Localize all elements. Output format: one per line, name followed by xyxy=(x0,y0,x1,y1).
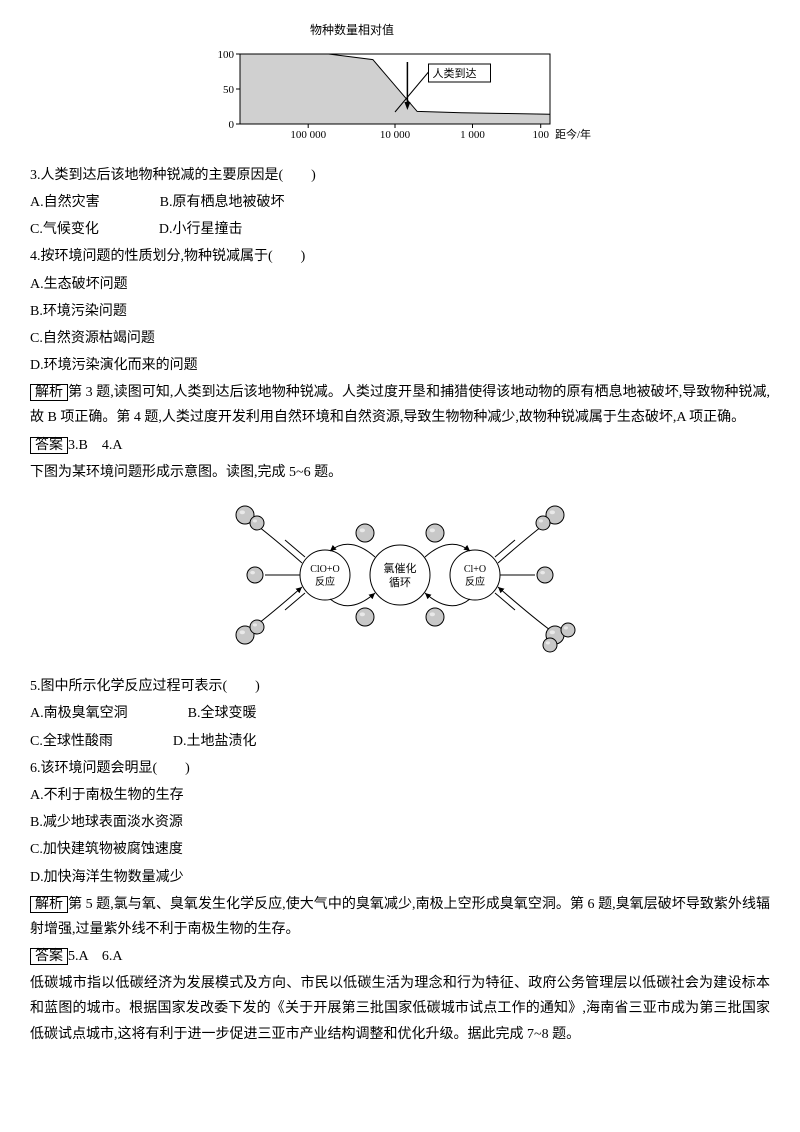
q3-optB: B.原有栖息地被破坏 xyxy=(160,190,285,215)
svg-text:氯催化: 氯催化 xyxy=(384,561,417,575)
q3-stem: 3.人类到达后该地物种锐减的主要原因是( ) xyxy=(30,163,770,188)
intro78: 低碳城市指以低碳经济为发展模式及方向、市民以低碳生活为理念和行为特征、政府公务管… xyxy=(30,971,770,1047)
svg-text:1 000: 1 000 xyxy=(460,129,485,141)
q4-optA: A.生态破坏问题 xyxy=(30,272,770,297)
answer56: 答案5.A 6.A xyxy=(30,944,770,969)
svg-text:距今/年: 距今/年 xyxy=(555,127,591,141)
diagram-svg: 氯催化循环ClO+O反应Cl+O反应 xyxy=(210,495,590,655)
answer34: 答案3.B 4.A xyxy=(30,433,770,458)
q5-optC: C.全球性酸雨 xyxy=(30,729,113,754)
svg-text:100: 100 xyxy=(218,49,235,61)
svg-text:ClO+O: ClO+O xyxy=(310,564,340,575)
svg-text:100 000: 100 000 xyxy=(290,129,326,141)
answer56-text: 5.A 6.A xyxy=(68,949,122,964)
q6-optA: A.不利于南极生物的生存 xyxy=(30,783,770,808)
q4-optC: C.自然资源枯竭问题 xyxy=(30,326,770,351)
q6-stem: 6.该环境问题会明显( ) xyxy=(30,756,770,781)
svg-text:Cl+O: Cl+O xyxy=(464,564,486,575)
explain34-text: 第 3 题,读图可知,人类到达后该地物种锐减。人类过度开垦和捕猎使得该地动物的原… xyxy=(30,385,770,425)
answer34-label: 答案 xyxy=(30,437,68,454)
answer56-label: 答案 xyxy=(30,948,68,965)
svg-text:10 000: 10 000 xyxy=(380,129,411,141)
svg-text:0: 0 xyxy=(229,119,235,131)
chart1-title: 物种数量相对值 xyxy=(310,20,770,42)
svg-text:人类到达: 人类到达 xyxy=(433,66,477,80)
q5-row2: C.全球性酸雨 D.土地盐渍化 xyxy=(30,729,770,754)
svg-text:反应: 反应 xyxy=(465,575,485,588)
q5-optD: D.土地盐渍化 xyxy=(173,729,257,754)
q3-optD: D.小行星撞击 xyxy=(159,217,243,242)
intro56: 下图为某环境问题形成示意图。读图,完成 5~6 题。 xyxy=(30,460,770,485)
explain34-label: 解析 xyxy=(30,384,68,401)
q3-row1: A.自然灾害 B.原有栖息地被破坏 xyxy=(30,190,770,215)
q5-optB: B.全球变暖 xyxy=(188,701,257,726)
diagram-container: 氯催化循环ClO+O反应Cl+O反应 xyxy=(30,495,770,664)
explain56-label: 解析 xyxy=(30,896,68,913)
answer34-text: 3.B 4.A xyxy=(68,438,122,453)
q4-optB: B.环境污染问题 xyxy=(30,299,770,324)
q5-optA: A.南极臭氧空洞 xyxy=(30,701,128,726)
svg-text:100: 100 xyxy=(532,129,549,141)
q5-row1: A.南极臭氧空洞 B.全球变暖 xyxy=(30,701,770,726)
q6-optC: C.加快建筑物被腐蚀速度 xyxy=(30,837,770,862)
svg-text:反应: 反应 xyxy=(315,575,335,588)
explain56-text: 第 5 题,氯与氧、臭氧发生化学反应,使大气中的臭氧减少,南极上空形成臭氧空洞。… xyxy=(30,897,770,937)
q4-optD: D.环境污染演化而来的问题 xyxy=(30,353,770,378)
q3-optC: C.气候变化 xyxy=(30,217,99,242)
q4-stem: 4.按环境问题的性质划分,物种锐减属于( ) xyxy=(30,244,770,269)
explain56: 解析第 5 题,氯与氧、臭氧发生化学反应,使大气中的臭氧减少,南极上空形成臭氧空… xyxy=(30,892,770,942)
svg-text:50: 50 xyxy=(223,84,235,96)
chart1-container: 物种数量相对值 100 50 0 100 000 10 000 1 000 100 距今/年 人… xyxy=(30,20,770,153)
q5-stem: 5.图中所示化学反应过程可表示( ) xyxy=(30,674,770,699)
q6-optD: D.加快海洋生物数量减少 xyxy=(30,865,770,890)
chart1-svg: 100 50 0 100 000 10 000 1 000 100 距今/年 人类到达 xyxy=(190,44,610,144)
q3-optA: A.自然灾害 xyxy=(30,190,100,215)
explain34: 解析第 3 题,读图可知,人类到达后该地物种锐减。人类过度开垦和捕猎使得该地动物… xyxy=(30,380,770,430)
q6-optB: B.减少地球表面淡水资源 xyxy=(30,810,770,835)
svg-text:循环: 循环 xyxy=(389,576,411,589)
q3-row2: C.气候变化 D.小行星撞击 xyxy=(30,217,770,242)
